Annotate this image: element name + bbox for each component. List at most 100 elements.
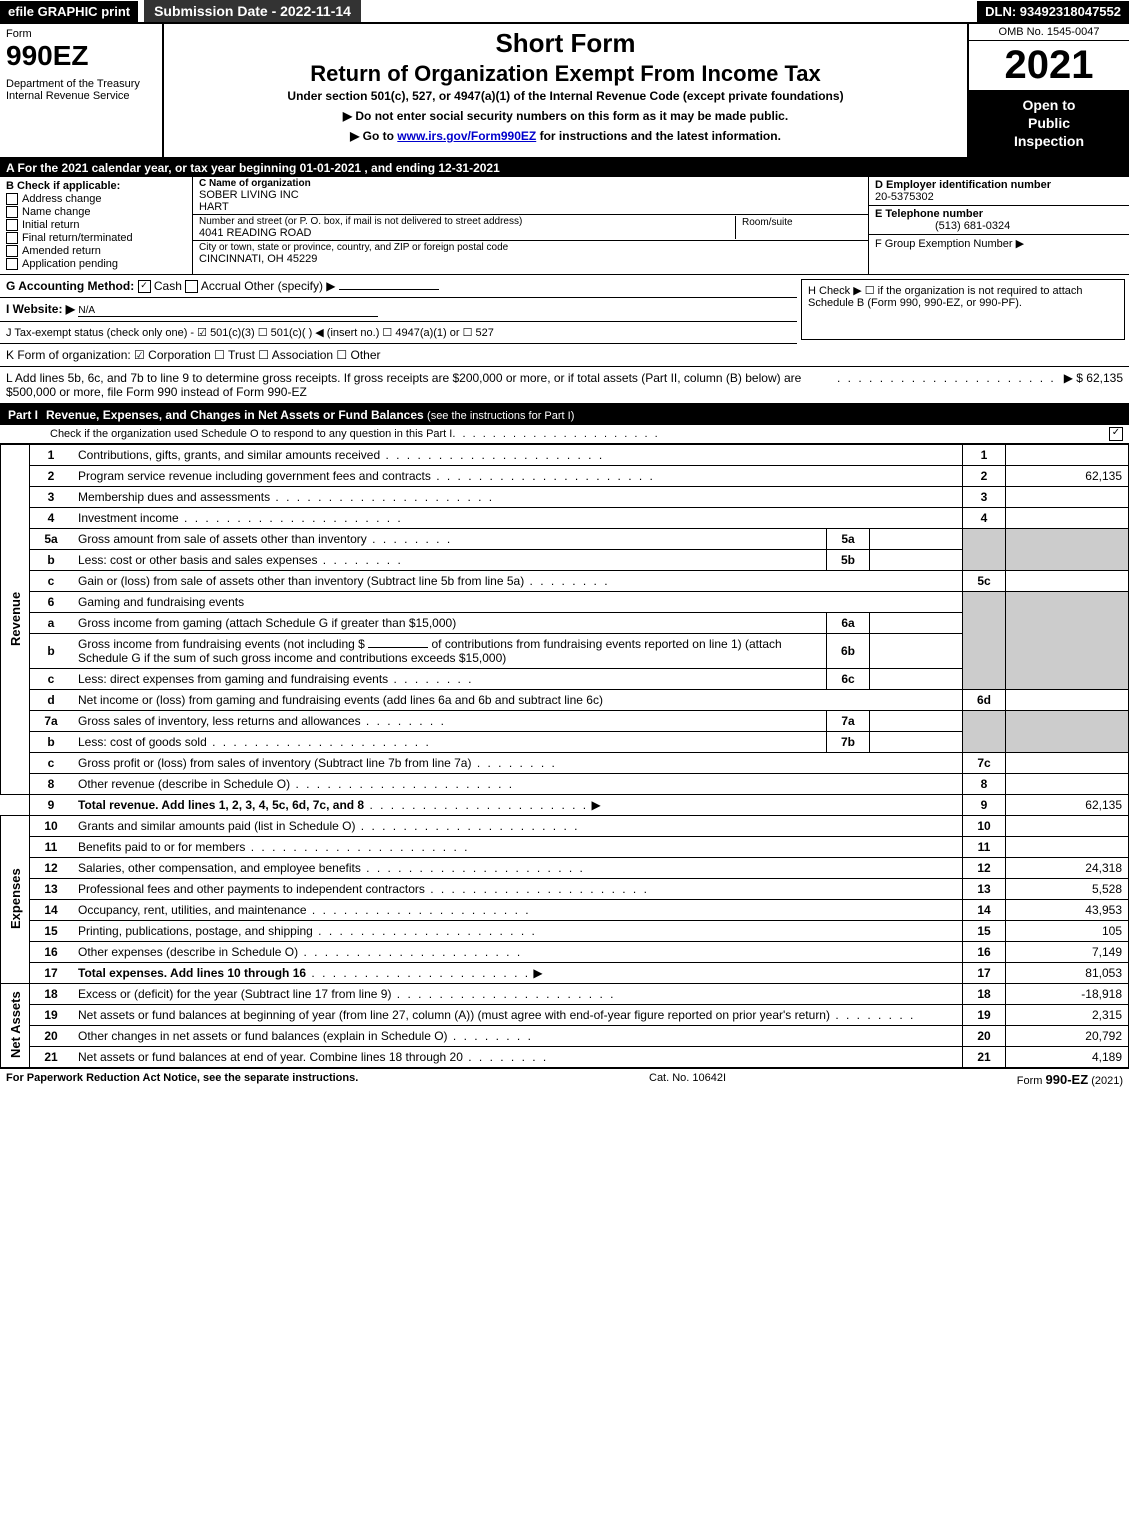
line-value: 20,792 xyxy=(1006,1025,1129,1046)
line-value xyxy=(1006,773,1129,794)
line-num: a xyxy=(30,612,73,633)
footer-left: For Paperwork Reduction Act Notice, see … xyxy=(6,1072,358,1087)
phone-label: E Telephone number xyxy=(875,208,983,220)
line-desc: Excess or (deficit) for the year (Subtra… xyxy=(72,983,963,1004)
checkbox-final-return[interactable] xyxy=(6,232,18,244)
sub-value xyxy=(870,710,963,731)
dots xyxy=(452,428,659,440)
submission-date: Submission Date - 2022-11-14 xyxy=(144,0,361,22)
efile-text: efile GRAPHIC xyxy=(8,4,98,19)
line-num: 19 xyxy=(30,1004,73,1025)
sub-value xyxy=(870,633,963,668)
line-value xyxy=(1006,444,1129,465)
shaded-cell xyxy=(1006,591,1129,689)
block-i: I Website: ▶ N/A xyxy=(0,298,797,322)
line-num: 4 xyxy=(30,507,73,528)
expenses-section-label: Expenses xyxy=(1,815,30,983)
line-desc: Gross amount from sale of assets other t… xyxy=(72,528,827,549)
line-desc: Benefits paid to or for members xyxy=(72,836,963,857)
sub-value xyxy=(870,612,963,633)
print-link[interactable]: print xyxy=(101,4,130,19)
line-value xyxy=(1006,815,1129,836)
line-desc: Contributions, gifts, grants, and simila… xyxy=(72,444,963,465)
accounting-method-label: G Accounting Method: xyxy=(6,279,134,293)
right-num: 10 xyxy=(963,815,1006,836)
line-desc: Less: cost or other basis and sales expe… xyxy=(72,549,827,570)
header-block: B Check if applicable: Address change Na… xyxy=(0,177,1129,275)
accrual-label: Accrual xyxy=(201,279,241,293)
checkbox-name-change[interactable] xyxy=(6,206,18,218)
checkbox-application-pending[interactable] xyxy=(6,258,18,270)
sub-value xyxy=(870,528,963,549)
line-num: b xyxy=(30,549,73,570)
line-value: 62,135 xyxy=(1006,465,1129,486)
line-num: c xyxy=(30,668,73,689)
line-desc: Gross sales of inventory, less returns a… xyxy=(72,710,827,731)
line-value: 105 xyxy=(1006,920,1129,941)
sub-num: 5b xyxy=(827,549,870,570)
right-num: 16 xyxy=(963,941,1006,962)
checkbox-initial-return[interactable] xyxy=(6,219,18,231)
block-g: G Accounting Method: Cash Accrual Other … xyxy=(0,275,797,298)
omb-number: OMB No. 1545-0047 xyxy=(969,24,1129,41)
right-num: 7c xyxy=(963,752,1006,773)
line-desc: Less: cost of goods sold xyxy=(72,731,827,752)
line-num: 1 xyxy=(30,444,73,465)
footer-right: Form 990-EZ (2021) xyxy=(1017,1072,1123,1087)
checkbox-address-change[interactable] xyxy=(6,193,18,205)
cb-label: Initial return xyxy=(22,219,79,231)
part-i-label: Part I xyxy=(8,408,46,422)
schedule-o-text: Check if the organization used Schedule … xyxy=(50,428,452,440)
checkbox-cash[interactable] xyxy=(138,280,151,293)
right-num: 20 xyxy=(963,1025,1006,1046)
shaded-cell xyxy=(963,528,1006,570)
checkbox-schedule-o[interactable] xyxy=(1109,427,1123,441)
line-value: 43,953 xyxy=(1006,899,1129,920)
city-label: City or town, state or province, country… xyxy=(199,242,862,253)
line-desc: Gross income from fundraising events (no… xyxy=(72,633,827,668)
line-num: 14 xyxy=(30,899,73,920)
checkbox-amended-return[interactable] xyxy=(6,245,18,257)
sub-value xyxy=(870,549,963,570)
line-value: 62,135 xyxy=(1006,794,1129,815)
line-value xyxy=(1006,836,1129,857)
line-num: b xyxy=(30,731,73,752)
right-num: 15 xyxy=(963,920,1006,941)
cb-label: Amended return xyxy=(22,245,101,257)
checkbox-accrual[interactable] xyxy=(185,280,198,293)
sub-num: 7b xyxy=(827,731,870,752)
section-a: A For the 2021 calendar year, or tax yea… xyxy=(0,159,1129,177)
line-value xyxy=(1006,689,1129,710)
block-l-value: ▶ $ 62,135 xyxy=(1064,371,1123,399)
under-section: Under section 501(c), 527, or 4947(a)(1)… xyxy=(174,89,957,103)
line-num: 11 xyxy=(30,836,73,857)
line-value xyxy=(1006,486,1129,507)
goto-link[interactable]: www.irs.gov/Form990EZ xyxy=(397,129,536,143)
no-enter-ssn: ▶ Do not enter social security numbers o… xyxy=(174,109,957,123)
sub-value xyxy=(870,731,963,752)
street-value: 4041 READING ROAD xyxy=(199,227,735,239)
block-c: C Name of organization SOBER LIVING INC … xyxy=(193,177,868,274)
schedule-o-check-row: Check if the organization used Schedule … xyxy=(0,425,1129,444)
goto-instructions: ▶ Go to www.irs.gov/Form990EZ for instru… xyxy=(174,129,957,143)
line-desc: Less: direct expenses from gaming and fu… xyxy=(72,668,827,689)
line-num: 6 xyxy=(30,591,73,612)
line-desc: Gain or (loss) from sale of assets other… xyxy=(72,570,963,591)
department: Department of the Treasury Internal Reve… xyxy=(6,78,156,102)
line-value: 81,053 xyxy=(1006,962,1129,983)
org-name: SOBER LIVING INC HART xyxy=(199,189,862,213)
efile-badge: efile GRAPHIC print xyxy=(0,1,138,22)
tax-year: 2021 xyxy=(969,41,1129,90)
form-label: Form xyxy=(6,28,156,40)
line-desc: Net income or (loss) from gaming and fun… xyxy=(72,689,963,710)
right-num: 13 xyxy=(963,878,1006,899)
line-num: 20 xyxy=(30,1025,73,1046)
other-specify-input[interactable] xyxy=(339,289,439,290)
fundraising-amount-input[interactable] xyxy=(368,647,428,648)
line-num: c xyxy=(30,570,73,591)
sub-num: 6b xyxy=(827,633,870,668)
blocks-g-h: G Accounting Method: Cash Accrual Other … xyxy=(0,275,1129,344)
block-k: K Form of organization: ☑ Corporation ☐ … xyxy=(0,344,1129,367)
line-value: 5,528 xyxy=(1006,878,1129,899)
line-desc: Net assets or fund balances at beginning… xyxy=(72,1004,963,1025)
